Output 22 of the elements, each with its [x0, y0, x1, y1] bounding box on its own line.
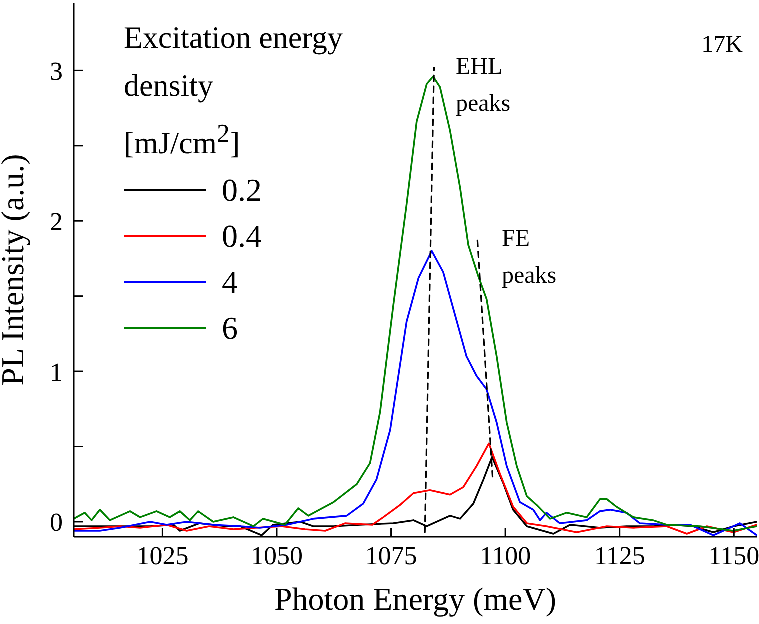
y-axis-title: PL Intensity (a.u.)	[0, 154, 30, 386]
line-series	[74, 76, 757, 532]
legend-label: 0.2	[222, 172, 262, 209]
x-tick-label: 1150	[708, 541, 759, 570]
x-axis-title: Photon Energy (meV)	[274, 581, 557, 617]
legend-label: 4	[222, 264, 238, 301]
legend-title: Excitation energy density [mJ/cm$^{2}$]	[124, 19, 344, 162]
x-tick-label: 1025	[136, 541, 189, 570]
annotation: EHL peaks	[456, 54, 511, 117]
legend-label: 6	[222, 310, 238, 347]
x-tick-label: 1050	[250, 541, 303, 570]
x-tick-label: 1125	[594, 541, 646, 570]
y-tick-label: 2	[50, 207, 63, 236]
line-series	[74, 442, 757, 535]
legend-label: 0.4	[222, 218, 262, 255]
annotation: 17K	[702, 32, 744, 58]
x-tick-label: 1100	[480, 541, 532, 570]
y-tick-label: 0	[50, 508, 63, 538]
y-tick-label: 1	[50, 358, 63, 387]
x-tick-label: 1075	[365, 541, 418, 570]
y-tick-label: 3	[50, 56, 63, 86]
annotation: FE peaks	[502, 226, 557, 289]
